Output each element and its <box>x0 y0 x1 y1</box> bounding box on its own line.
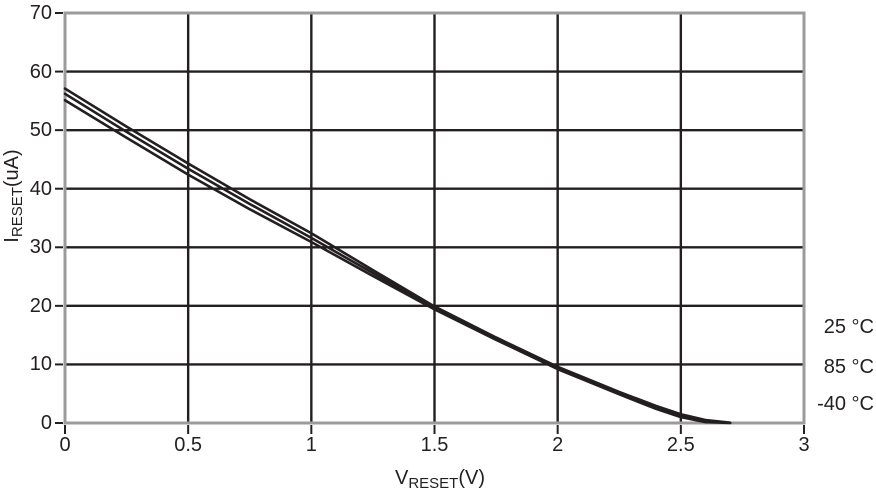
x-axis-title: VRESET(V) <box>340 466 540 496</box>
x-axis-title-base: V <box>394 467 409 489</box>
y-tick-label: 40 <box>29 177 52 200</box>
x-tick-label: 1.5 <box>420 434 449 456</box>
series-curve-2 <box>63 98 732 425</box>
x-axis-title-subscript: RESET <box>408 475 459 492</box>
y-tick-label: 30 <box>29 236 52 259</box>
x-tick-label: 2.5 <box>666 434 695 456</box>
legend-item-25c: 25 °C <box>823 316 874 338</box>
y-tick-label: 0 <box>40 412 52 434</box>
y-axis-title-subscript: RESET <box>9 187 26 238</box>
plot-frame <box>63 11 806 425</box>
y-axis-title-unit: (uA) <box>1 149 23 188</box>
y-tick-label: 10 <box>29 353 52 376</box>
y-tick-label: 50 <box>29 119 52 142</box>
x-tick-label: 0 <box>59 434 71 456</box>
series-curve-0 <box>63 87 732 425</box>
x-tick-label: 2 <box>552 434 564 456</box>
y-axis-title: IRESET(uA) <box>0 134 26 258</box>
legend-item-85c: 85 °C <box>823 356 874 378</box>
y-tick-label: 20 <box>29 294 52 317</box>
x-tick-label: 0.5 <box>174 434 203 456</box>
legend-item-minus40c: -40 °C <box>817 393 874 415</box>
y-tick-label: 70 <box>29 2 52 24</box>
series-curve-1 <box>63 92 732 425</box>
x-axis-title-unit: (V) <box>458 467 486 489</box>
x-tick-label: 1 <box>305 434 317 456</box>
x-tick-label: 3 <box>798 434 810 456</box>
y-axis-title-base: I <box>1 237 23 243</box>
y-tick-label: 60 <box>29 60 52 83</box>
